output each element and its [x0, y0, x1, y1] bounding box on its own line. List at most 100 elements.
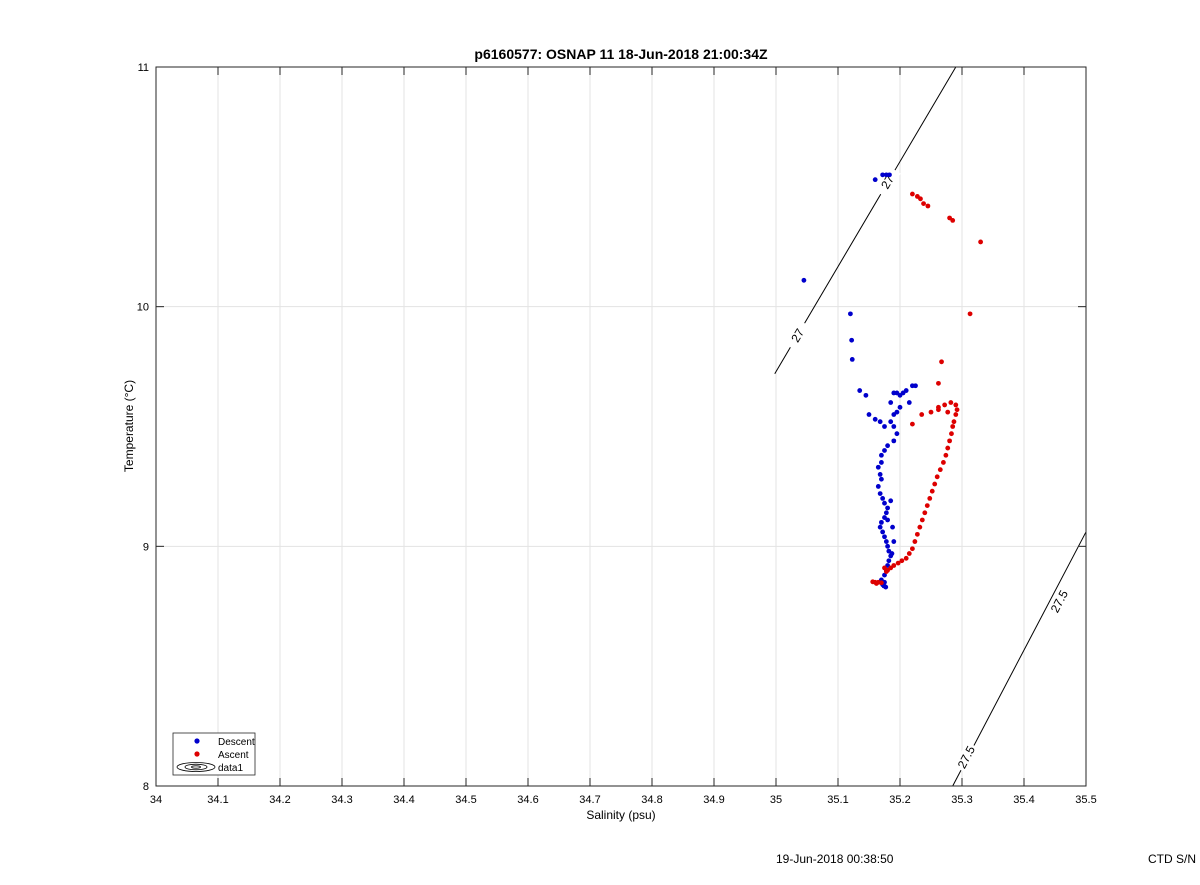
ascent-point: [947, 438, 952, 444]
ascent-point: [895, 560, 901, 566]
x-tick-label: 35.5: [1075, 794, 1096, 806]
ascent-point: [951, 419, 957, 425]
descent-point: [891, 412, 897, 417]
ascent-point: [945, 409, 951, 415]
legend-data1-label: data1: [218, 763, 243, 774]
descent-point: [891, 424, 897, 429]
ascent-point: [978, 239, 983, 245]
ascent-point: [929, 488, 935, 494]
ascent-point: [932, 481, 938, 487]
descent-point: [875, 464, 881, 470]
x-tick-label: 35.1: [827, 794, 848, 806]
descent-point: [880, 529, 886, 535]
descent-point: [879, 476, 884, 482]
footer-timestamp: 19-Jun-2018 00:38:50: [776, 852, 894, 866]
ascent-point: [899, 558, 905, 564]
descent-point: [801, 277, 807, 283]
data-points: [801, 172, 983, 590]
descent-point: [894, 431, 900, 437]
descent-point: [885, 505, 890, 511]
ascent-point: [922, 510, 928, 516]
ascent-point: [874, 581, 879, 586]
ascent-point: [914, 531, 920, 537]
descent-point: [888, 498, 894, 504]
ascent-point: [882, 565, 887, 571]
descent-point: [879, 519, 884, 525]
x-tick-label: 35: [770, 794, 782, 806]
ascent-point: [870, 579, 876, 585]
descent-point: [849, 337, 855, 343]
x-tick-label: 34.8: [641, 794, 662, 806]
ascent-point: [950, 424, 956, 429]
descent-point: [863, 392, 869, 398]
ascent-point: [924, 503, 930, 508]
descent-point: [882, 448, 887, 453]
legend-box: [172, 732, 256, 776]
contour-label-bg: [784, 319, 811, 352]
legend-contour-icon: [176, 762, 216, 772]
ascent-point: [953, 412, 959, 417]
x-tick-label: 35.2: [889, 794, 910, 806]
ascent-point: [919, 517, 925, 523]
x-tick-label: 34: [150, 794, 162, 806]
descent-point: [849, 356, 855, 362]
ascent-point: [910, 546, 915, 552]
ascent-point: [910, 191, 915, 197]
ascent-point: [954, 407, 960, 413]
ascent-point: [967, 311, 973, 317]
contour-label-bg: [953, 741, 980, 773]
legend: Descent Ascent data1: [172, 732, 256, 776]
ascent-point: [912, 539, 918, 544]
x-tick-label: 34.6: [517, 794, 538, 806]
descent-point: [882, 534, 887, 540]
y-axis-label: Temperature (°C): [122, 380, 136, 472]
descent-point: [857, 388, 863, 393]
descent-point: [885, 517, 890, 523]
descent-point: [885, 443, 890, 449]
descent-point: [897, 404, 903, 410]
axes-background: [156, 67, 1086, 786]
ascent-point: [918, 196, 923, 202]
ascent-point: [948, 400, 954, 405]
ascent-point: [953, 402, 959, 408]
descent-point: [889, 551, 895, 556]
descent-point: [882, 500, 887, 506]
ascent-point: [949, 431, 954, 437]
descent-point: [890, 524, 895, 530]
ascent-point: [927, 496, 933, 501]
y-tick-label: 10: [137, 302, 149, 314]
descent-point: [887, 172, 892, 178]
descent-point: [906, 400, 912, 405]
ascent-point: [937, 467, 943, 473]
x-tick-label: 34.2: [269, 794, 290, 806]
ascent-point: [917, 524, 923, 530]
descent-point: [872, 416, 878, 422]
descent-point: [879, 452, 884, 458]
descent-point: [885, 543, 890, 549]
descent-point: [880, 172, 886, 178]
axis-ticks: 34 34.1 34.2 34.3 34.4 34.5 34.6 34.7 34.8 34.9 35…: [137, 62, 1097, 806]
ascent-point: [925, 203, 931, 209]
x-axis-label: Salinity (psu): [586, 808, 655, 822]
descent-point: [888, 400, 894, 405]
ascent-point: [941, 460, 946, 465]
x-tick-label: 34.5: [455, 794, 476, 806]
ascent-point: [879, 580, 884, 586]
contour-label-bg: [874, 166, 901, 198]
x-tick-label: 34.3: [331, 794, 352, 806]
ascent-point: [910, 421, 915, 427]
descent-point: [866, 412, 872, 417]
descent-point: [848, 311, 853, 317]
x-tick-label: 34.1: [207, 794, 228, 806]
ascent-point: [919, 412, 925, 417]
contour-label-bg: [1046, 585, 1073, 618]
descent-point: [882, 424, 887, 429]
chart-title: p6160577: OSNAP 11 18-Jun-2018 21:00:34Z: [474, 46, 768, 62]
ascent-point: [942, 402, 948, 408]
x-tick-label: 35.4: [1013, 794, 1034, 806]
ascent-point: [943, 452, 949, 458]
x-tick-label: 34.7: [579, 794, 600, 806]
contour-label-27: 27: [788, 326, 807, 345]
ascent-point: [950, 217, 956, 223]
ascent-point: [928, 409, 934, 415]
